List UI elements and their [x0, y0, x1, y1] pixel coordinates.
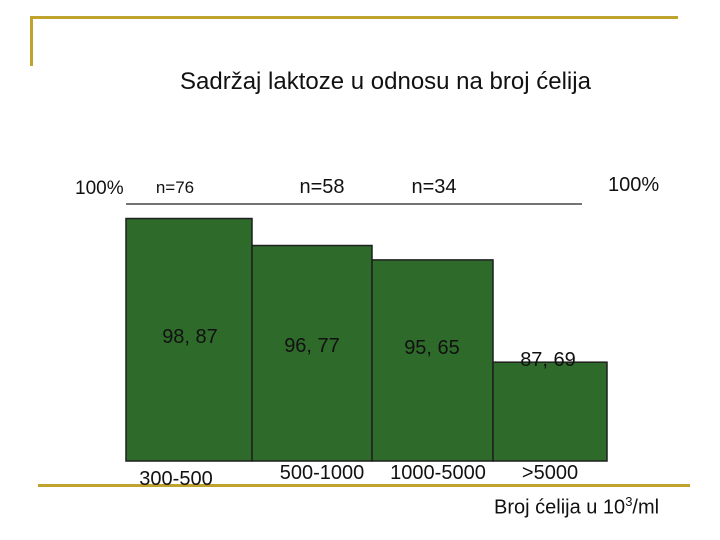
count-label-3: n=34 — [411, 176, 456, 198]
count-label-1: n=76 — [156, 178, 194, 197]
category-label-3: 1000-5000 — [390, 462, 486, 484]
category-label-1: 300-500 — [139, 468, 212, 490]
data-label-3: 95, 65 — [404, 337, 460, 359]
count-label-2: n=58 — [299, 176, 344, 198]
category-label-2: 500-1000 — [280, 462, 365, 484]
category-label-4: >5000 — [522, 462, 578, 484]
bar-4 — [493, 362, 607, 461]
data-label-1: 98, 87 — [162, 326, 218, 348]
data-label-2: 96, 77 — [284, 335, 340, 357]
data-label-4: 87, 69 — [520, 349, 576, 371]
bar-3 — [372, 260, 493, 461]
